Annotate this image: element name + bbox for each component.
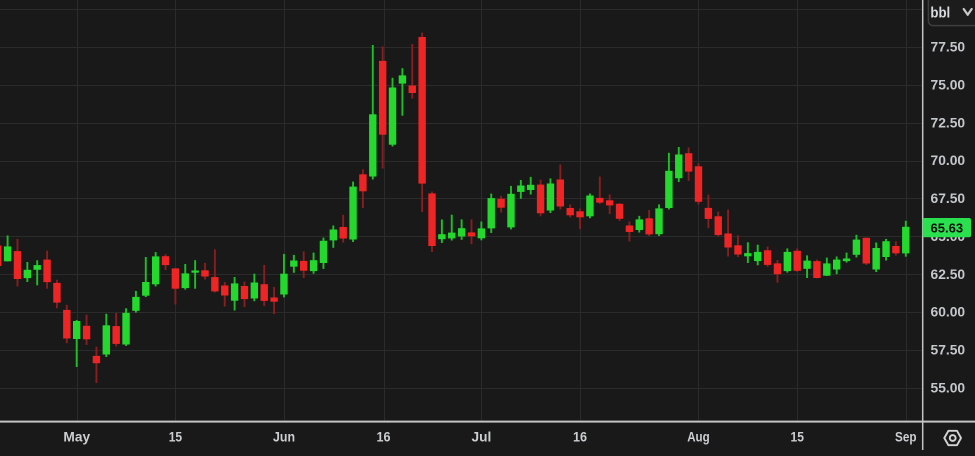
svg-text:67.50: 67.50 (931, 190, 966, 206)
svg-text:16: 16 (377, 429, 391, 445)
svg-text:75.00: 75.00 (931, 77, 966, 93)
svg-text:Jun: Jun (273, 429, 295, 445)
svg-text:57.50: 57.50 (931, 342, 966, 358)
svg-text:60.00: 60.00 (931, 304, 966, 320)
svg-text:70.00: 70.00 (931, 152, 966, 168)
svg-text:Sep: Sep (895, 429, 917, 445)
svg-text:65.63: 65.63 (931, 220, 964, 235)
svg-text:15: 15 (169, 429, 183, 445)
svg-text:15: 15 (791, 429, 805, 445)
svg-text:bbl: bbl (930, 4, 950, 21)
svg-text:55.00: 55.00 (931, 379, 966, 395)
svg-text:Aug: Aug (687, 429, 710, 445)
svg-text:16: 16 (573, 429, 587, 445)
svg-text:May: May (63, 429, 90, 445)
svg-text:72.50: 72.50 (931, 114, 966, 130)
svg-text:Jul: Jul (472, 429, 492, 445)
svg-text:77.50: 77.50 (931, 39, 966, 55)
svg-text:62.50: 62.50 (931, 266, 966, 282)
